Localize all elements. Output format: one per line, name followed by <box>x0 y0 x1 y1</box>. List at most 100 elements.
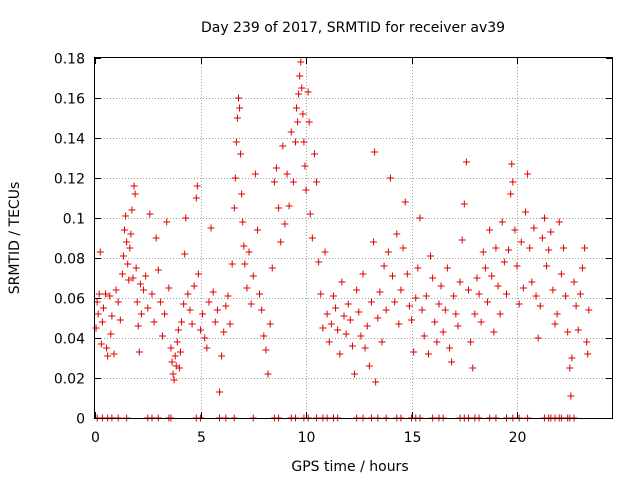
data-point <box>477 318 485 326</box>
data-point <box>353 286 361 294</box>
data-point <box>192 194 200 202</box>
data-point <box>237 150 245 158</box>
data-point <box>562 292 570 300</box>
data-point <box>494 282 502 290</box>
data-point <box>154 266 162 274</box>
data-point <box>424 350 432 358</box>
data-point <box>128 206 136 214</box>
data-point <box>549 286 557 294</box>
data-point <box>116 316 124 324</box>
y-tick-label: 0.14 <box>54 132 85 148</box>
data-point <box>233 114 241 122</box>
data-point <box>578 264 586 272</box>
data-point <box>374 314 382 322</box>
data-point <box>325 338 333 346</box>
data-point <box>260 332 268 340</box>
data-point <box>405 302 413 310</box>
data-point <box>222 302 230 310</box>
data-point <box>99 304 107 312</box>
data-point <box>540 214 548 222</box>
data-point <box>431 318 439 326</box>
data-point <box>178 318 186 326</box>
data-point <box>365 362 373 370</box>
data-point <box>258 306 266 314</box>
data-point <box>122 212 130 220</box>
data-point <box>270 178 278 186</box>
data-point <box>429 274 437 282</box>
data-point <box>521 208 529 216</box>
data-point <box>319 324 327 332</box>
x-tick-label: 0 <box>91 430 100 446</box>
data-point <box>511 226 519 234</box>
data-point <box>97 340 105 348</box>
y-tick-label: 0 <box>76 412 85 428</box>
data-point <box>399 244 407 252</box>
data-point <box>513 262 521 270</box>
data-point <box>137 310 145 318</box>
data-point <box>124 260 132 268</box>
data-point <box>372 378 380 386</box>
data-point <box>121 226 129 234</box>
data-point <box>584 350 592 358</box>
data-point <box>272 164 280 172</box>
data-point <box>397 286 405 294</box>
data-point <box>275 204 283 212</box>
data-point <box>297 58 305 66</box>
data-point <box>279 142 287 150</box>
data-point <box>479 248 487 256</box>
data-point <box>414 264 422 272</box>
data-point <box>298 84 306 92</box>
data-point <box>517 238 525 246</box>
data-point <box>340 312 348 320</box>
data-point <box>241 260 249 268</box>
data-point <box>174 326 182 334</box>
data-point <box>530 224 538 232</box>
data-point <box>422 292 430 300</box>
y-tick-label: 0.18 <box>54 52 85 68</box>
data-point <box>218 352 226 360</box>
data-point <box>355 308 363 316</box>
data-point <box>380 262 388 270</box>
data-point <box>181 250 189 258</box>
data-point <box>293 104 301 112</box>
data-point <box>170 376 178 384</box>
data-point <box>553 310 561 318</box>
data-point <box>532 292 540 300</box>
data-point <box>302 186 310 194</box>
data-point <box>295 90 303 98</box>
data-point <box>382 306 390 314</box>
data-point <box>336 350 344 358</box>
data-point <box>357 332 365 340</box>
data-point <box>574 326 582 334</box>
data-point <box>209 288 217 296</box>
data-point <box>581 244 589 252</box>
data-point <box>310 150 318 158</box>
data-point <box>194 270 202 278</box>
data-point <box>134 322 142 330</box>
data-point <box>450 292 458 300</box>
data-point <box>329 292 337 300</box>
data-point <box>144 304 152 312</box>
data-point <box>119 252 127 260</box>
data-point <box>321 248 329 256</box>
data-point <box>403 270 411 278</box>
data-point <box>228 260 236 268</box>
y-tick-label: 0.06 <box>54 292 85 308</box>
data-point <box>239 218 247 226</box>
data-point <box>216 388 224 396</box>
data-point <box>305 118 313 126</box>
data-point <box>412 294 420 302</box>
data-point <box>268 264 276 272</box>
data-point <box>226 320 234 328</box>
data-point <box>475 290 483 298</box>
data-point <box>367 298 375 306</box>
data-point <box>199 310 207 318</box>
data-point <box>107 330 115 338</box>
data-point <box>127 230 135 238</box>
x-tick-label: 5 <box>197 430 206 446</box>
data-point <box>481 264 489 272</box>
data-point <box>126 244 134 252</box>
data-point <box>567 392 575 400</box>
data-point <box>146 210 154 218</box>
data-point <box>125 276 133 284</box>
